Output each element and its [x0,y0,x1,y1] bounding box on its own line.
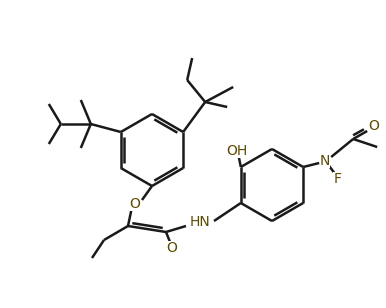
Text: N: N [320,154,330,168]
Text: HN: HN [190,215,210,229]
Text: O: O [130,197,141,211]
Text: O: O [369,119,379,133]
Text: OH: OH [226,144,247,158]
Text: O: O [167,241,178,255]
Text: F: F [333,172,341,186]
